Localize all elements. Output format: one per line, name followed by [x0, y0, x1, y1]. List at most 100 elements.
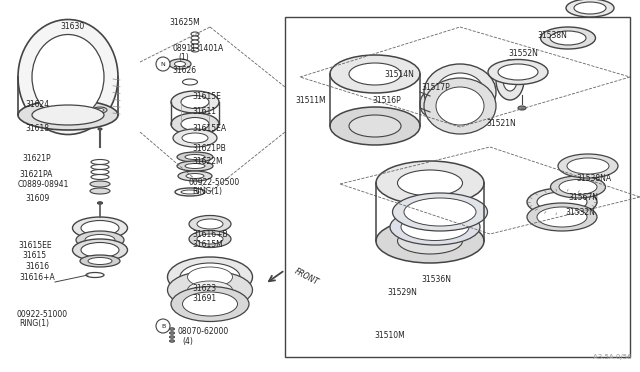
Text: 31630: 31630 — [61, 22, 85, 31]
Ellipse shape — [18, 19, 118, 135]
Ellipse shape — [175, 188, 205, 196]
Ellipse shape — [376, 161, 484, 205]
Text: A3.5A 0/56: A3.5A 0/56 — [593, 354, 632, 360]
Ellipse shape — [191, 40, 199, 44]
Text: RING(1): RING(1) — [19, 319, 49, 328]
Text: 31615EA: 31615EA — [192, 124, 226, 133]
Text: 31616+A: 31616+A — [19, 273, 55, 282]
Ellipse shape — [559, 180, 597, 195]
Ellipse shape — [197, 219, 223, 229]
Text: FRONT: FRONT — [293, 267, 320, 287]
Ellipse shape — [527, 188, 597, 216]
Text: 31615E: 31615E — [192, 92, 221, 101]
Text: 31536N: 31536N — [421, 275, 451, 284]
Ellipse shape — [349, 115, 401, 137]
Ellipse shape — [436, 87, 484, 125]
Ellipse shape — [93, 107, 107, 113]
Ellipse shape — [72, 239, 127, 261]
Text: 31609: 31609 — [26, 194, 50, 203]
Text: RING(1): RING(1) — [192, 187, 222, 196]
Ellipse shape — [91, 160, 109, 164]
Ellipse shape — [18, 100, 118, 130]
Ellipse shape — [182, 133, 208, 143]
Ellipse shape — [32, 105, 104, 125]
Ellipse shape — [330, 107, 420, 145]
Ellipse shape — [85, 234, 115, 246]
Ellipse shape — [186, 173, 204, 179]
Ellipse shape — [175, 61, 186, 67]
Ellipse shape — [181, 118, 209, 131]
Ellipse shape — [185, 154, 205, 160]
Ellipse shape — [567, 158, 609, 174]
Ellipse shape — [91, 170, 109, 174]
Ellipse shape — [397, 228, 463, 254]
Text: 31529N: 31529N — [387, 288, 417, 296]
Ellipse shape — [189, 215, 231, 232]
Ellipse shape — [178, 171, 212, 181]
Ellipse shape — [72, 217, 127, 239]
Ellipse shape — [170, 340, 175, 342]
Ellipse shape — [390, 209, 480, 245]
Bar — [285, 17, 630, 357]
Text: 31622M: 31622M — [192, 157, 223, 166]
Text: 31517P: 31517P — [421, 83, 450, 92]
Text: 31625M: 31625M — [170, 18, 200, 27]
Text: 31514N: 31514N — [384, 70, 414, 79]
Text: 31621P: 31621P — [22, 154, 51, 163]
Ellipse shape — [527, 203, 597, 231]
Text: 31521N: 31521N — [486, 119, 516, 128]
Ellipse shape — [182, 79, 198, 85]
Text: B: B — [161, 324, 165, 328]
Ellipse shape — [81, 243, 119, 257]
Text: 31621PA: 31621PA — [19, 170, 52, 179]
Text: 31532N: 31532N — [565, 208, 595, 217]
Ellipse shape — [191, 32, 199, 36]
Ellipse shape — [171, 91, 219, 113]
Text: N: N — [161, 61, 165, 67]
Ellipse shape — [182, 292, 237, 316]
Ellipse shape — [420, 93, 434, 115]
Ellipse shape — [574, 2, 606, 14]
Ellipse shape — [197, 234, 223, 244]
Ellipse shape — [488, 60, 548, 84]
Text: 31691: 31691 — [192, 294, 216, 303]
Ellipse shape — [171, 113, 219, 135]
Ellipse shape — [177, 152, 213, 162]
Ellipse shape — [397, 170, 463, 196]
Text: 00922-50500: 00922-50500 — [189, 178, 240, 187]
Ellipse shape — [173, 129, 217, 147]
Text: 31611: 31611 — [192, 107, 216, 116]
Ellipse shape — [168, 257, 253, 297]
Ellipse shape — [503, 69, 517, 91]
Text: 31511M: 31511M — [296, 96, 326, 105]
Ellipse shape — [330, 55, 420, 93]
Ellipse shape — [97, 202, 102, 204]
Text: 31615EE: 31615EE — [18, 241, 52, 250]
Ellipse shape — [550, 176, 605, 198]
Ellipse shape — [349, 63, 401, 85]
Ellipse shape — [436, 73, 484, 111]
Ellipse shape — [86, 273, 104, 278]
Ellipse shape — [177, 161, 213, 171]
Ellipse shape — [424, 78, 496, 134]
Text: 31567N: 31567N — [568, 193, 598, 202]
Ellipse shape — [537, 207, 587, 227]
Ellipse shape — [170, 336, 175, 338]
Ellipse shape — [566, 0, 614, 17]
Circle shape — [156, 319, 170, 333]
Text: 31615: 31615 — [22, 251, 47, 260]
Text: 31516P: 31516P — [372, 96, 401, 105]
Ellipse shape — [81, 221, 119, 235]
Text: 00922-51000: 00922-51000 — [16, 310, 67, 319]
Text: 08070-62000: 08070-62000 — [178, 327, 229, 336]
Ellipse shape — [537, 192, 587, 212]
Ellipse shape — [170, 332, 175, 334]
Text: 31626: 31626 — [173, 66, 197, 75]
Ellipse shape — [558, 154, 618, 178]
Text: (1): (1) — [178, 53, 189, 62]
Ellipse shape — [170, 328, 175, 330]
Text: 31621PB: 31621PB — [192, 144, 226, 153]
Ellipse shape — [550, 31, 586, 45]
Ellipse shape — [171, 286, 249, 321]
Text: 31616: 31616 — [26, 262, 50, 271]
